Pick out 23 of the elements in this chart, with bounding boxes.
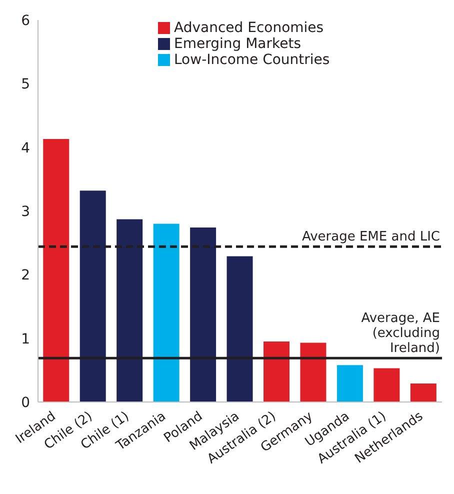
bar (264, 342, 290, 402)
bar (116, 219, 143, 402)
legend-label: Advanced Economies (174, 20, 324, 36)
ref-line-label: Average, AE (excluding Ireland) (361, 311, 440, 356)
y-tick-label: 2 (21, 268, 30, 284)
ref-line-label: Average EME and LIC (302, 230, 440, 245)
y-tick-label: 0 (21, 394, 30, 411)
y-tick-label: 5 (21, 76, 30, 93)
y-tick-label: 1 (21, 331, 30, 348)
y-tick-label: 3 (21, 204, 30, 220)
y-tick-label: 6 (21, 12, 30, 29)
bar (43, 139, 70, 402)
bar (190, 228, 216, 402)
bar (80, 190, 106, 402)
bar (410, 384, 436, 402)
legend-label: Emerging Markets (174, 36, 302, 52)
bar (300, 342, 326, 402)
bar (374, 368, 400, 402)
legend-label: Low-Income Countries (174, 52, 330, 68)
bar (153, 224, 180, 402)
bar (226, 256, 253, 402)
bar (336, 365, 363, 402)
y-tick-label: 4 (21, 140, 30, 156)
